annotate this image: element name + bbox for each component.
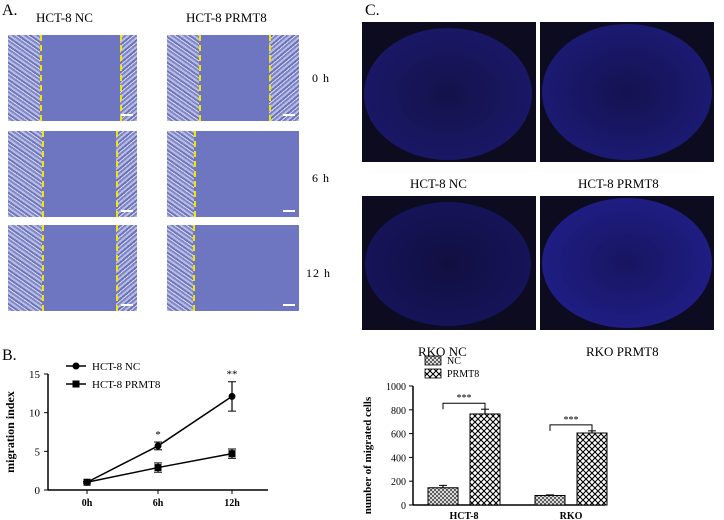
legend-swatch <box>424 355 442 366</box>
y-tick-label: 1000 <box>386 382 406 393</box>
data-point <box>83 478 91 486</box>
fluorescence-title-hct8-prmt8: HCT-8 PRMT8 <box>578 176 659 191</box>
panel-a-label: A. <box>2 2 18 19</box>
bar-HCT-8-PRMT8 <box>469 413 501 506</box>
y-tick-label: 200 <box>391 477 406 488</box>
y-axis-label: number of migrated cells <box>362 396 374 514</box>
bar-RKO-PRMT8 <box>576 432 608 506</box>
fluorescence-title-rko-prmt8: RKO PRMT8 <box>586 344 659 359</box>
panel-a-col-title-prmt8: HCT-8 PRMT8 <box>186 10 267 25</box>
wound-image-r2-c1 <box>167 225 299 311</box>
bar-HCT-8-NC <box>427 487 459 506</box>
migrated-cells-bar-chart: 0 200 400 600 800 1000 number of migrated cell… <box>362 355 608 520</box>
significance-label: *** <box>564 415 579 426</box>
time-label-0h: 0 h <box>312 71 330 85</box>
fluorescence-title-hct8-nc: HCT-8 NC <box>410 176 467 191</box>
y-tick-label: 400 <box>391 453 406 464</box>
legend-swatch <box>424 368 442 379</box>
x-tick-label: 6h <box>153 498 164 509</box>
y-axis-label: migration index <box>3 391 17 473</box>
y-tick-label: 800 <box>391 406 406 417</box>
wound-image-r1-c1 <box>167 131 299 217</box>
x-tick-label: 0h <box>82 498 93 509</box>
fluorescence-hct8-nc-image <box>362 22 536 162</box>
legend-marker <box>72 380 80 388</box>
x-tick-label: 12h <box>224 498 240 509</box>
data-point <box>154 464 162 472</box>
wound-image-r2-c0 <box>8 225 137 311</box>
wound-image-r0-c0 <box>8 35 137 121</box>
panel-a-col-title-nc: HCT-8 NC <box>36 10 93 25</box>
y-tick-label: 5 <box>35 446 41 458</box>
x-tick-label: RKO <box>560 511 583 520</box>
data-point <box>154 442 162 450</box>
time-label-6h: 6 h <box>312 171 330 185</box>
significance-label: ** <box>227 369 238 381</box>
panel-c-label: C. <box>365 2 380 19</box>
bar-RKO-NC <box>534 494 566 506</box>
y-tick-label: 15 <box>29 369 41 381</box>
fluorescence-title-rko-nc: RKO NC <box>418 344 467 359</box>
time-label-12h: 12 h <box>306 266 331 280</box>
wound-image-r0-c1 <box>167 35 299 121</box>
fluorescence-rko-prmt8-image <box>540 196 714 330</box>
legend-marker <box>72 362 80 370</box>
y-tick-label: 10 <box>29 408 41 420</box>
significance-label: *** <box>457 393 472 404</box>
y-tick-label: 0 <box>401 501 406 512</box>
legend-label: PRMT8 <box>447 369 479 380</box>
data-point <box>228 450 236 458</box>
fluorescence-rko-nc-image <box>362 196 536 330</box>
significance-bracket <box>442 402 486 410</box>
significance-bracket <box>549 424 593 431</box>
y-tick-label: 0 <box>35 485 41 497</box>
legend-label: HCT-8 PRMT8 <box>92 379 161 391</box>
fluorescence-hct8-prmt8-image <box>540 22 714 162</box>
y-tick-label: 600 <box>391 430 406 441</box>
data-point <box>228 392 236 400</box>
x-tick-label: HCT-8 <box>449 511 478 520</box>
significance-label: * <box>155 429 161 441</box>
panel-b-label: B. <box>2 347 17 364</box>
legend-label: NC <box>447 356 461 367</box>
wound-image-r1-c0 <box>8 131 137 217</box>
legend-label: HCT-8 NC <box>92 361 140 373</box>
